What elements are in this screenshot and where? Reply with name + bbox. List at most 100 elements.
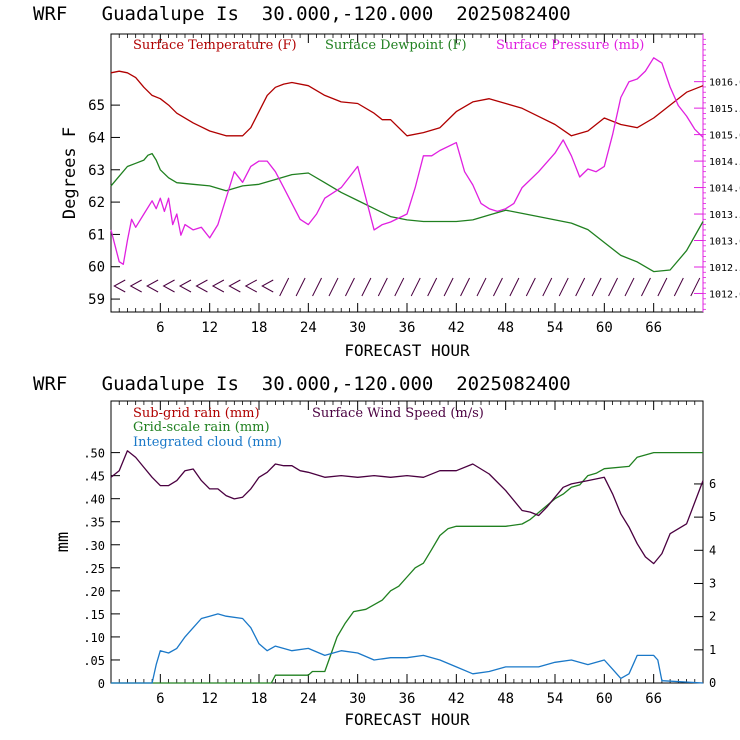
y2-tick-label: 1016.0 [709,78,740,89]
y2-tick-label: 1014.5 [709,157,740,168]
y2-tick-label: 4 [709,543,716,557]
wind-barb [640,277,651,297]
wind-barb [394,277,405,297]
x-tick-label: 66 [645,691,662,707]
y-tick-label: 65 [88,98,105,114]
wind-barb [443,277,454,297]
wind-barb [295,277,306,297]
legend-surface-temperature: Surface Temperature (F) [133,38,297,53]
x-tick-label: 48 [497,691,514,707]
x-tick-label: 6 [156,691,164,707]
wind-barb [509,277,520,297]
y-tick-label: .15 [83,608,105,622]
wind-barb [525,277,536,297]
x-tick-label: 18 [251,691,268,707]
series-line-surface-pressure-mb [110,57,704,265]
x-tick-label: 24 [300,320,317,336]
y2-tick-label: 6 [709,477,716,491]
y2-tick-label: 1015.5 [709,104,740,115]
chart-top-title: WRF Guadalupe Is 30.000,-120.000 2025082… [33,3,571,25]
series-line-integrated-cloud-mm [111,613,704,684]
x-tick-label: 30 [349,691,366,707]
y2-tick-label: 1012.5 [709,263,740,274]
series-line-surface-temperature-f [110,70,704,137]
chart-bottom-x-label: FORECAST HOUR [344,710,470,729]
chart-bottom-y-ticks: 0 .05 .10 .15 .20 .25 .30 .35 .40 .45 .50 [83,447,120,691]
wind-barb [129,279,142,293]
y2-tick-label: 5 [709,510,716,524]
y-tick-label: 0 [98,677,105,691]
y2-tick-label: 1 [709,643,716,657]
wind-barb [113,279,126,293]
chart-top-x-ticks: 6 12 18 24 30 36 42 48 54 60 66 [118,34,696,336]
y-tick-label: 61 [88,227,105,243]
wind-barb [657,277,668,297]
wind-barb [460,277,471,297]
wind-barb [542,277,553,297]
wind-barb [690,277,701,297]
y-tick-label: .30 [83,539,105,553]
x-tick-label: 6 [156,320,164,336]
wind-barb [361,277,372,297]
y2-tick-label: 1013.0 [709,237,740,248]
wind-barb [228,279,241,293]
y-tick-label: 63 [88,163,105,179]
y2-tick-label: 1014.0 [709,184,740,195]
y-tick-label: .35 [83,516,105,530]
wind-barb [344,277,355,297]
x-tick-label: 54 [547,320,564,336]
y-tick-label: 59 [88,292,105,308]
y-tick-label: 64 [88,130,105,146]
legend-surface-pressure: Surface Pressure (mb) [496,38,644,53]
legend-integrated-cloud: Integrated cloud (mm) [133,435,282,450]
x-tick-label: 66 [645,320,662,336]
chart-top-series [110,57,704,273]
y2-tick-label: 2 [709,610,716,624]
chart-bottom-y-label: mm [53,532,73,552]
wind-barb [195,279,208,293]
legend-grid-scale-rain: Grid-scale rain (mm) [133,420,270,435]
x-tick-label: 30 [349,320,366,336]
wind-barb [328,277,339,297]
y2-tick-label: 1015.0 [709,131,740,142]
wind-barb [244,279,258,293]
series-line-grid-scale-rain-mm [111,451,703,684]
chart-bottom-y2-ticks: 0 1 2 3 4 5 6 [694,477,716,690]
y-tick-label: .05 [83,654,105,668]
wind-barb [575,277,586,297]
x-tick-label: 60 [596,691,613,707]
wind-barb [476,277,487,297]
wind-barb [558,277,569,297]
wind-barb [410,277,421,297]
x-tick-label: 42 [448,320,465,336]
x-tick-label: 36 [399,691,416,707]
chart-top: WRF Guadalupe Is 30.000,-120.000 2025082… [33,3,740,360]
x-tick-label: 60 [596,320,613,336]
wind-barb [608,277,619,297]
legend-surface-wind-speed: Surface Wind Speed (m/s) [312,406,484,421]
wind-barb [146,279,159,293]
x-tick-label: 18 [251,320,268,336]
chart-top-wind-barbs [113,277,701,297]
series-line-surface-wind-speed-m-s [110,450,704,565]
x-tick-label: 36 [399,320,416,336]
y2-tick-label: 0 [709,676,716,690]
x-tick-label: 12 [201,320,218,336]
chart-top-x-label: FORECAST HOUR [344,341,470,360]
chart-top-y-label: Degrees F [60,127,80,219]
series-line-surface-dewpoint-f [110,152,704,273]
y-tick-label: .45 [83,470,105,484]
y-tick-label: .10 [83,631,105,645]
y2-tick-label: 3 [709,576,716,590]
x-tick-label: 42 [448,691,465,707]
chart-bottom-title: WRF Guadalupe Is 30.000,-120.000 2025082… [33,373,571,395]
wind-barb [673,277,684,297]
x-tick-label: 24 [300,691,317,707]
wind-barb [279,277,290,297]
y-tick-label: .50 [83,447,105,461]
x-tick-label: 54 [547,691,564,707]
wind-barb [591,277,602,297]
chart-top-y2-ticks: 1012.0 1012.5 1013.0 1013.5 1014.0 1014.5 1015… [694,38,740,310]
wind-barb [427,277,438,297]
